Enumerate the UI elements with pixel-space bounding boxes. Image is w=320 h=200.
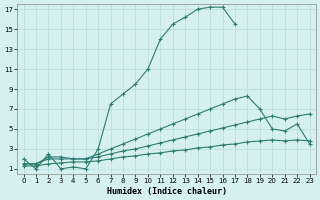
- X-axis label: Humidex (Indice chaleur): Humidex (Indice chaleur): [107, 187, 227, 196]
